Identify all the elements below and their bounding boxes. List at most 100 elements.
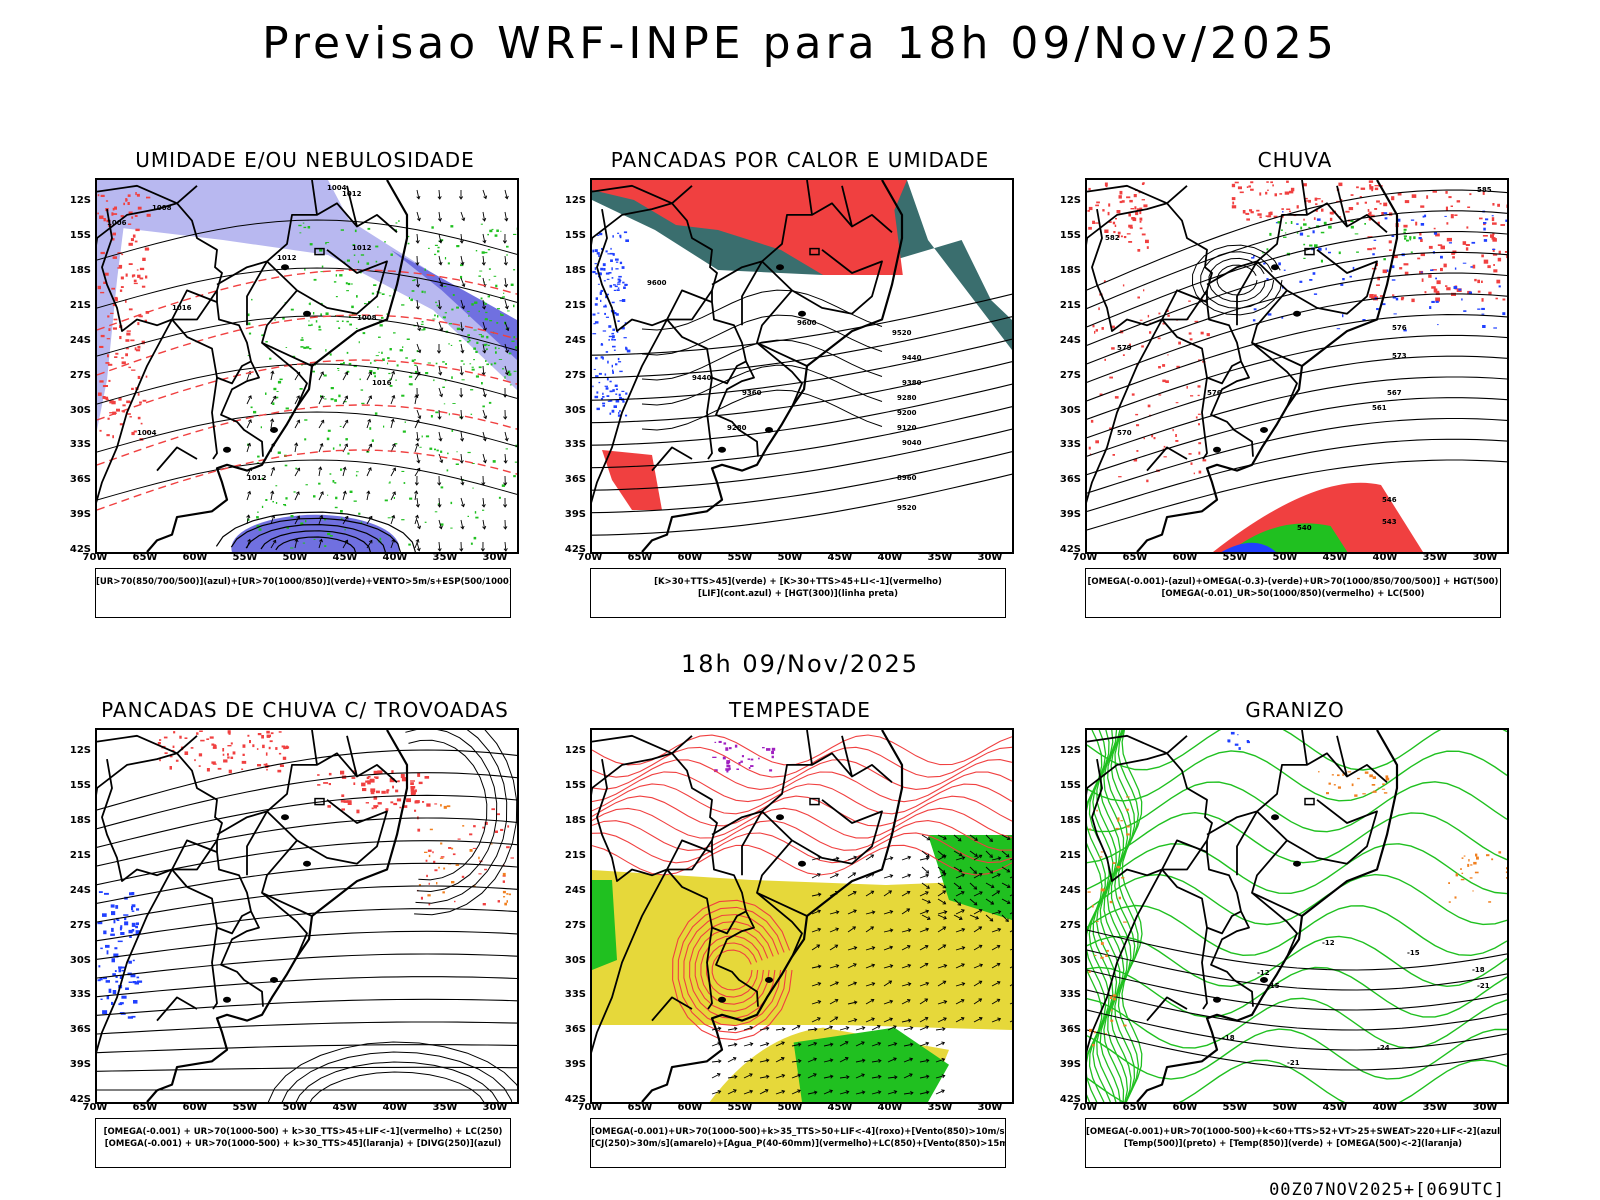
page-title: Previsao WRF-INPE para 18h 09/Nov/2025 [262, 18, 1338, 69]
umidade-isoline-label: 1004 [137, 429, 157, 437]
lon-tick-label: 65W [1122, 552, 1148, 563]
omega-blue-dots [1251, 210, 1507, 332]
lon-tick-label: 45W [1322, 1102, 1348, 1113]
wind-vectors-east [414, 189, 510, 552]
chuva-isoline-label: 576 [1392, 324, 1407, 332]
lat-tick-label: 36S [564, 474, 586, 486]
lat-tick-label: 33S [69, 439, 91, 451]
lat-tick-label: 33S [1059, 439, 1081, 451]
lon-tick-label: 65W [132, 1102, 158, 1113]
map-canvas [592, 730, 1012, 1102]
lat-tick-label: 33S [564, 989, 586, 1001]
lat-tick-label: 33S [564, 439, 586, 451]
legend-line: [OMEGA(-0.001) + UR>70(1000-500) + k>30_… [104, 1139, 502, 1149]
panel-title: UMIDADE E/OU NEBULOSIDADE [135, 148, 475, 172]
chuva-isoline-label: 576 [1207, 389, 1222, 397]
hgt500-streamlines [1087, 189, 1507, 531]
lat-tick-label: 18S [69, 815, 91, 826]
lat-tick-label: 21S [564, 299, 586, 311]
model-run-stamp: 00Z07NOV2025+[069UTC] [1269, 1180, 1505, 1200]
pancadas-isoline-label: 9360 [742, 389, 762, 397]
granizo-isoline-label: -12 [1257, 969, 1270, 977]
lon-tick-label: 30W [977, 552, 1003, 563]
omega500-central-dots [1318, 771, 1390, 797]
geography-umidade [97, 180, 409, 552]
lat-tick-label: 18S [1059, 265, 1081, 276]
lat-tick-label: 42S [564, 1094, 586, 1105]
wind850-south-area [793, 1027, 949, 1102]
umidade-isoline-label: 1012 [247, 474, 267, 482]
pancadas-isoline-label: 9600 [647, 279, 667, 287]
granizo-isoline-label: -21 [1477, 982, 1490, 990]
lon-tick-label: 60W [1172, 1102, 1198, 1113]
lat-tick-label: 12S [1059, 745, 1081, 757]
pancadas-isoline-label: 9520 [892, 329, 912, 337]
granizo-isoline-label: -18 [1222, 1034, 1235, 1042]
lat-tick-label: 27S [564, 369, 586, 381]
granizo-isoline-label: -18 [1472, 966, 1485, 974]
granizo-isoline-label: -15 [1267, 982, 1280, 990]
lat-tick-label: 24S [1059, 884, 1081, 896]
legend-line: [OMEGA(-0.001)-(azul)+OMEGA(-0.3)-(verde… [1087, 577, 1499, 587]
lon-tick-label: 45W [1322, 552, 1348, 563]
legend-line: [OMEGA(-0.001)+UR>70(1000-500)+k>35_TTS>… [591, 1127, 1006, 1137]
lat-tick-label: 15S [564, 230, 586, 242]
lon-tick-label: 55W [232, 1102, 258, 1113]
lon-tick-label: 40W [877, 552, 903, 563]
lon-tick-label: 35W [1422, 1102, 1448, 1113]
lon-tick-label: 65W [1122, 1102, 1148, 1113]
lat-tick-label: 12S [564, 745, 586, 757]
lon-tick-label: 60W [1172, 552, 1198, 563]
legend-line: [Temp(500)](preto) + [Temp(850)](verde) … [1123, 1139, 1463, 1149]
lon-tick-label: 50W [1272, 552, 1298, 563]
jet-stream-area [592, 870, 1012, 1030]
lon-tick-label: 60W [677, 552, 703, 563]
forecast-map [590, 728, 1014, 1104]
lon-tick-label: 30W [482, 552, 508, 563]
forecast-map: 9600 9600 9520 9440 9380 9280 9200 9120 9040 8960… [590, 178, 1014, 554]
lon-tick-label: 30W [1472, 552, 1498, 563]
lat-tick-label: 24S [69, 884, 91, 896]
lat-tick-label: 27S [69, 919, 91, 931]
south-rain-dots [1088, 280, 1210, 483]
lat-tick-label: 27S [564, 919, 586, 931]
panel-title: CHUVA [1257, 148, 1333, 172]
chuva-isoline-label: 573 [1392, 352, 1407, 360]
umidade-isoline-label: 1016 [172, 304, 192, 312]
pancadas-isoline-label: 8960 [897, 474, 917, 482]
umidade-isoline-label: 1012 [277, 254, 297, 262]
lat-tick-label: 42S [69, 1094, 91, 1105]
wind850-andes-area [592, 880, 617, 970]
lat-tick-label: 30S [564, 404, 586, 416]
lon-tick-label: 50W [282, 1102, 308, 1113]
wind850-strong-south [711, 1024, 946, 1096]
lon-tick-label: 55W [1222, 1102, 1248, 1113]
geography-trovoadas [97, 730, 409, 1102]
lat-tick-label: 15S [69, 230, 91, 242]
legend-line: [LIF](cont.azul) + [HGT(300)](linha pret… [697, 589, 899, 599]
lon-tick-label: 65W [627, 552, 653, 563]
lon-tick-label: 35W [927, 1102, 953, 1113]
lat-tick-label: 39S [69, 509, 91, 521]
legend-line: [CJ(250)>30m/s](amarelo)+[Agua_P(40-60mm… [591, 1139, 1005, 1149]
lat-tick-label: 15S [1059, 780, 1081, 792]
lat-tick-label: 42S [1059, 1094, 1081, 1105]
lat-tick-label: 24S [564, 884, 586, 896]
lat-tick-label: 30S [69, 954, 91, 966]
chuva-isoline-label: 540 [1297, 524, 1312, 532]
lat-tick-label: 18S [69, 265, 91, 276]
central-rain-dots [1231, 180, 1385, 222]
hgt300-inner-lines [641, 289, 883, 431]
lat-tick-label: 15S [564, 780, 586, 792]
lon-tick-label: 35W [1422, 552, 1448, 563]
map-canvas [97, 730, 517, 1102]
pressure-isobars [97, 219, 517, 501]
map-canvas: 1008100410061012101610121012100810041012… [97, 180, 517, 552]
lat-tick-label: 21S [564, 849, 586, 861]
chuva-isoline-label: 543 [1382, 518, 1397, 526]
geography-granizo [1087, 730, 1399, 1102]
legend-line: [OMEGA(-0.01)_UR>50(1000/850)(vermelho) … [1161, 589, 1425, 599]
umidade-isoline-label: 1016 [372, 379, 392, 387]
lat-tick-label: 36S [1059, 474, 1081, 486]
geography-tempestade [592, 730, 904, 1102]
